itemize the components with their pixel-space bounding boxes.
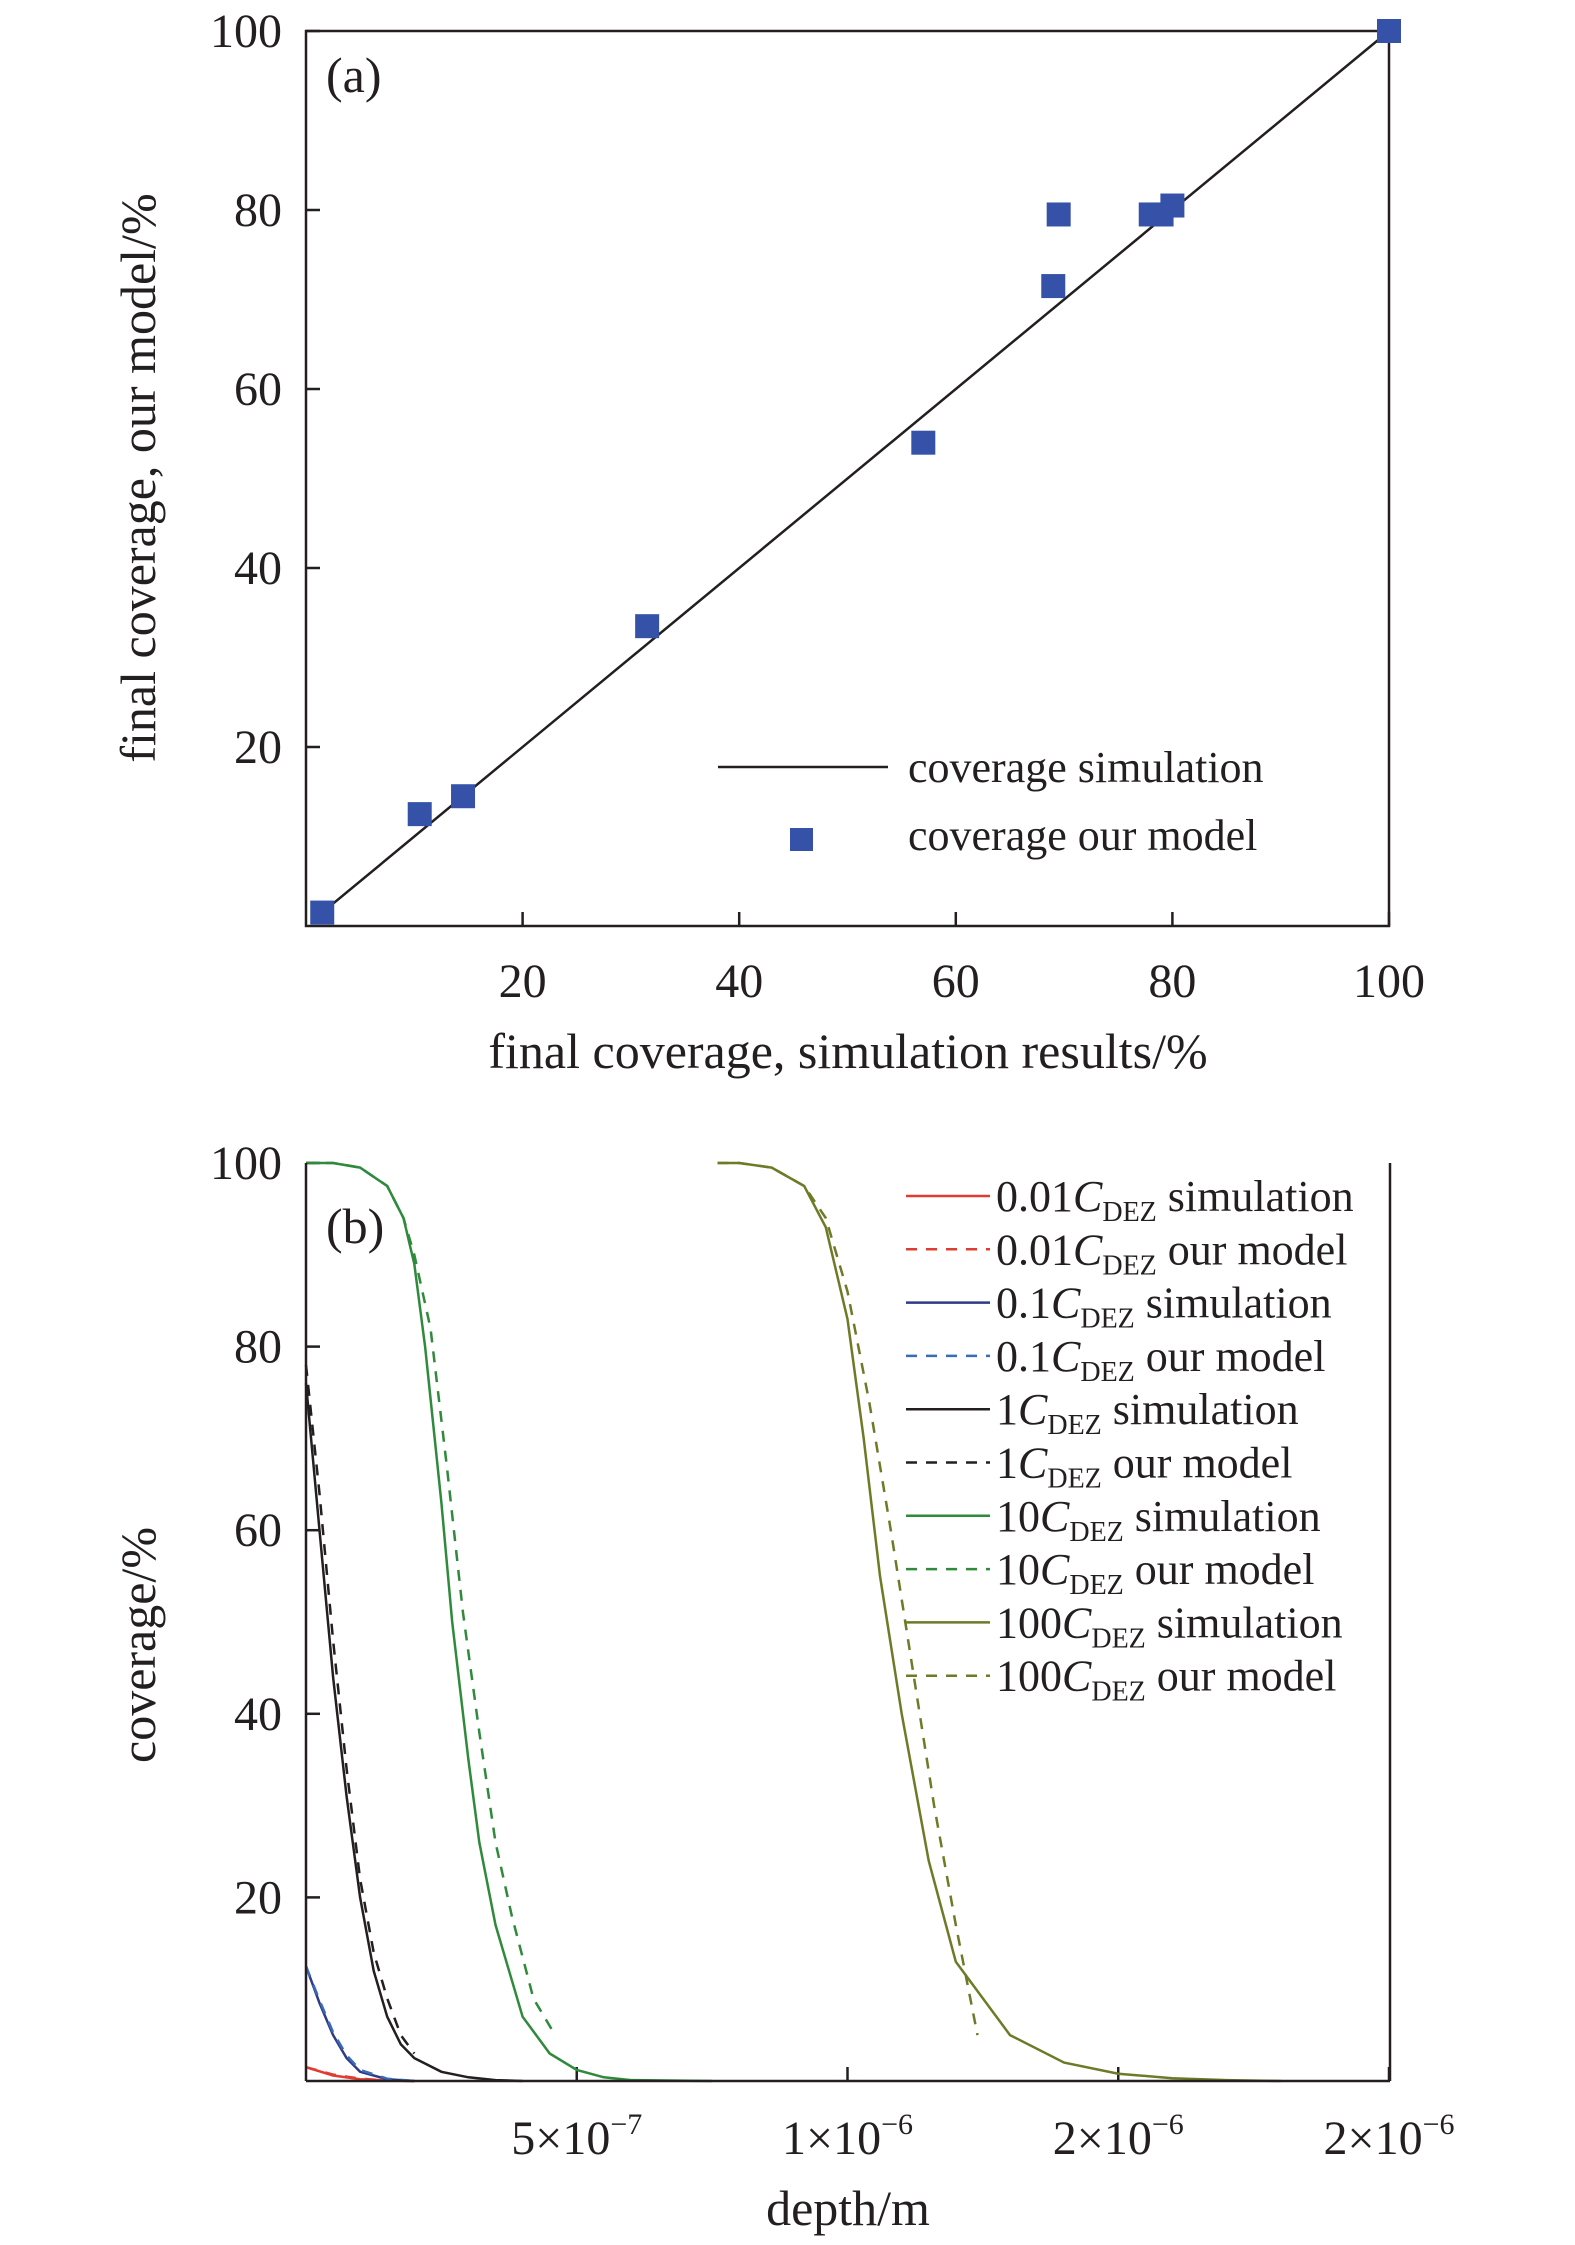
series-line-1c-dez-simulation bbox=[304, 1383, 523, 2083]
panel-b-ticks: 5×10−7 1×10−6 2×10−6 2×10−6 20 40 60 80 100 bbox=[210, 1137, 1455, 2165]
panel-a-plot-frame bbox=[304, 29, 1391, 928]
legend-entry-coverage-our-model: coverage our model bbox=[908, 811, 1257, 860]
x-tick-label: 20 bbox=[499, 955, 547, 1008]
data-point-square bbox=[1160, 193, 1185, 218]
legend-entry: 0.01CDEZ our model bbox=[996, 1225, 1347, 1281]
y-tick-label: 80 bbox=[234, 184, 282, 237]
data-point-square bbox=[407, 802, 432, 827]
y-tick-label: 60 bbox=[234, 1504, 282, 1557]
panel-a-x-axis-label: final coverage, simulation results/% bbox=[488, 1023, 1207, 1079]
x-tick-label: 2×10−6 bbox=[1053, 2108, 1184, 2165]
legend-entry: 1CDEZ simulation bbox=[996, 1385, 1299, 1441]
legend-entry: 0.1CDEZ simulation bbox=[996, 1279, 1332, 1335]
legend-marker-swatch bbox=[790, 828, 813, 851]
x-tick-label: 2×10−6 bbox=[1324, 2108, 1455, 2165]
panel-a-series bbox=[310, 19, 1401, 925]
y-tick-label: 20 bbox=[234, 1871, 282, 1924]
data-point-square bbox=[1041, 274, 1066, 299]
data-point-square bbox=[1046, 202, 1071, 227]
x-tick-label: 60 bbox=[932, 955, 980, 1008]
legend-entry-coverage-simulation: coverage simulation bbox=[908, 743, 1264, 792]
y-tick-label: 80 bbox=[234, 1321, 282, 1374]
x-tick-label: 100 bbox=[1353, 955, 1425, 1008]
y-tick-label: 100 bbox=[210, 5, 282, 58]
series-line-10c-dez-our-model bbox=[306, 1161, 557, 2036]
series-line-10c-dez-simulation bbox=[306, 1161, 713, 2083]
legend-entry: 10CDEZ simulation bbox=[996, 1492, 1321, 1548]
data-point-square bbox=[451, 784, 476, 809]
panel-b-x-axis-label: depth/m bbox=[766, 2180, 930, 2236]
y-tick-label: 100 bbox=[210, 1137, 282, 1190]
y-tick-label: 40 bbox=[234, 542, 282, 595]
series-line-0p1c-dez-our-model bbox=[304, 1965, 415, 2083]
series-line-1c-dez-our-model bbox=[304, 1364, 416, 2055]
panel-a-scatter-chart: 20 40 60 80 100 20 40 60 80 100 (a) final coverag… bbox=[110, 5, 1425, 1079]
y-tick-label: 60 bbox=[234, 363, 282, 416]
legend-entry: 0.1CDEZ our model bbox=[996, 1332, 1325, 1388]
data-point-square bbox=[635, 614, 660, 639]
data-point-square bbox=[310, 900, 335, 925]
panel-a-legend: coverage simulation coverage our model bbox=[718, 743, 1264, 860]
legend-entry: 10CDEZ our model bbox=[996, 1545, 1314, 1601]
panel-a-y-axis-label: final coverage, our model/% bbox=[110, 193, 166, 762]
legend-entry: 100CDEZ our model bbox=[996, 1652, 1336, 1708]
legend-entry: 1CDEZ our model bbox=[996, 1439, 1292, 1495]
data-point-square bbox=[911, 430, 936, 455]
panel-a-label: (a) bbox=[326, 47, 382, 103]
data-point-square bbox=[1377, 19, 1401, 43]
x-tick-label: 80 bbox=[1148, 955, 1196, 1008]
x-tick-label: 1×10−6 bbox=[782, 2108, 913, 2165]
y-tick-label: 20 bbox=[234, 721, 282, 774]
panel-b-y-axis-label: coverage/% bbox=[110, 1527, 166, 1763]
series-line-coverage-simulation bbox=[321, 30, 1390, 914]
panel-a-ticks: 20 40 60 80 100 20 40 60 80 100 bbox=[210, 5, 1425, 1008]
x-tick-label: 40 bbox=[715, 955, 763, 1008]
panel-b-label: (b) bbox=[326, 1198, 384, 1254]
series-line-100c-dez-simulation bbox=[717, 1161, 1281, 2083]
legend-entry: 100CDEZ simulation bbox=[996, 1598, 1343, 1654]
series-line-0p1c-dez-simulation bbox=[304, 1965, 415, 2083]
x-tick-label: 5×10−7 bbox=[511, 2108, 642, 2165]
y-tick-label: 40 bbox=[234, 1688, 282, 1741]
legend-entry: 0.01CDEZ simulation bbox=[996, 1172, 1354, 1228]
panel-b-series bbox=[304, 1161, 1281, 2083]
series-line-100c-dez-our-model bbox=[717, 1161, 979, 2036]
